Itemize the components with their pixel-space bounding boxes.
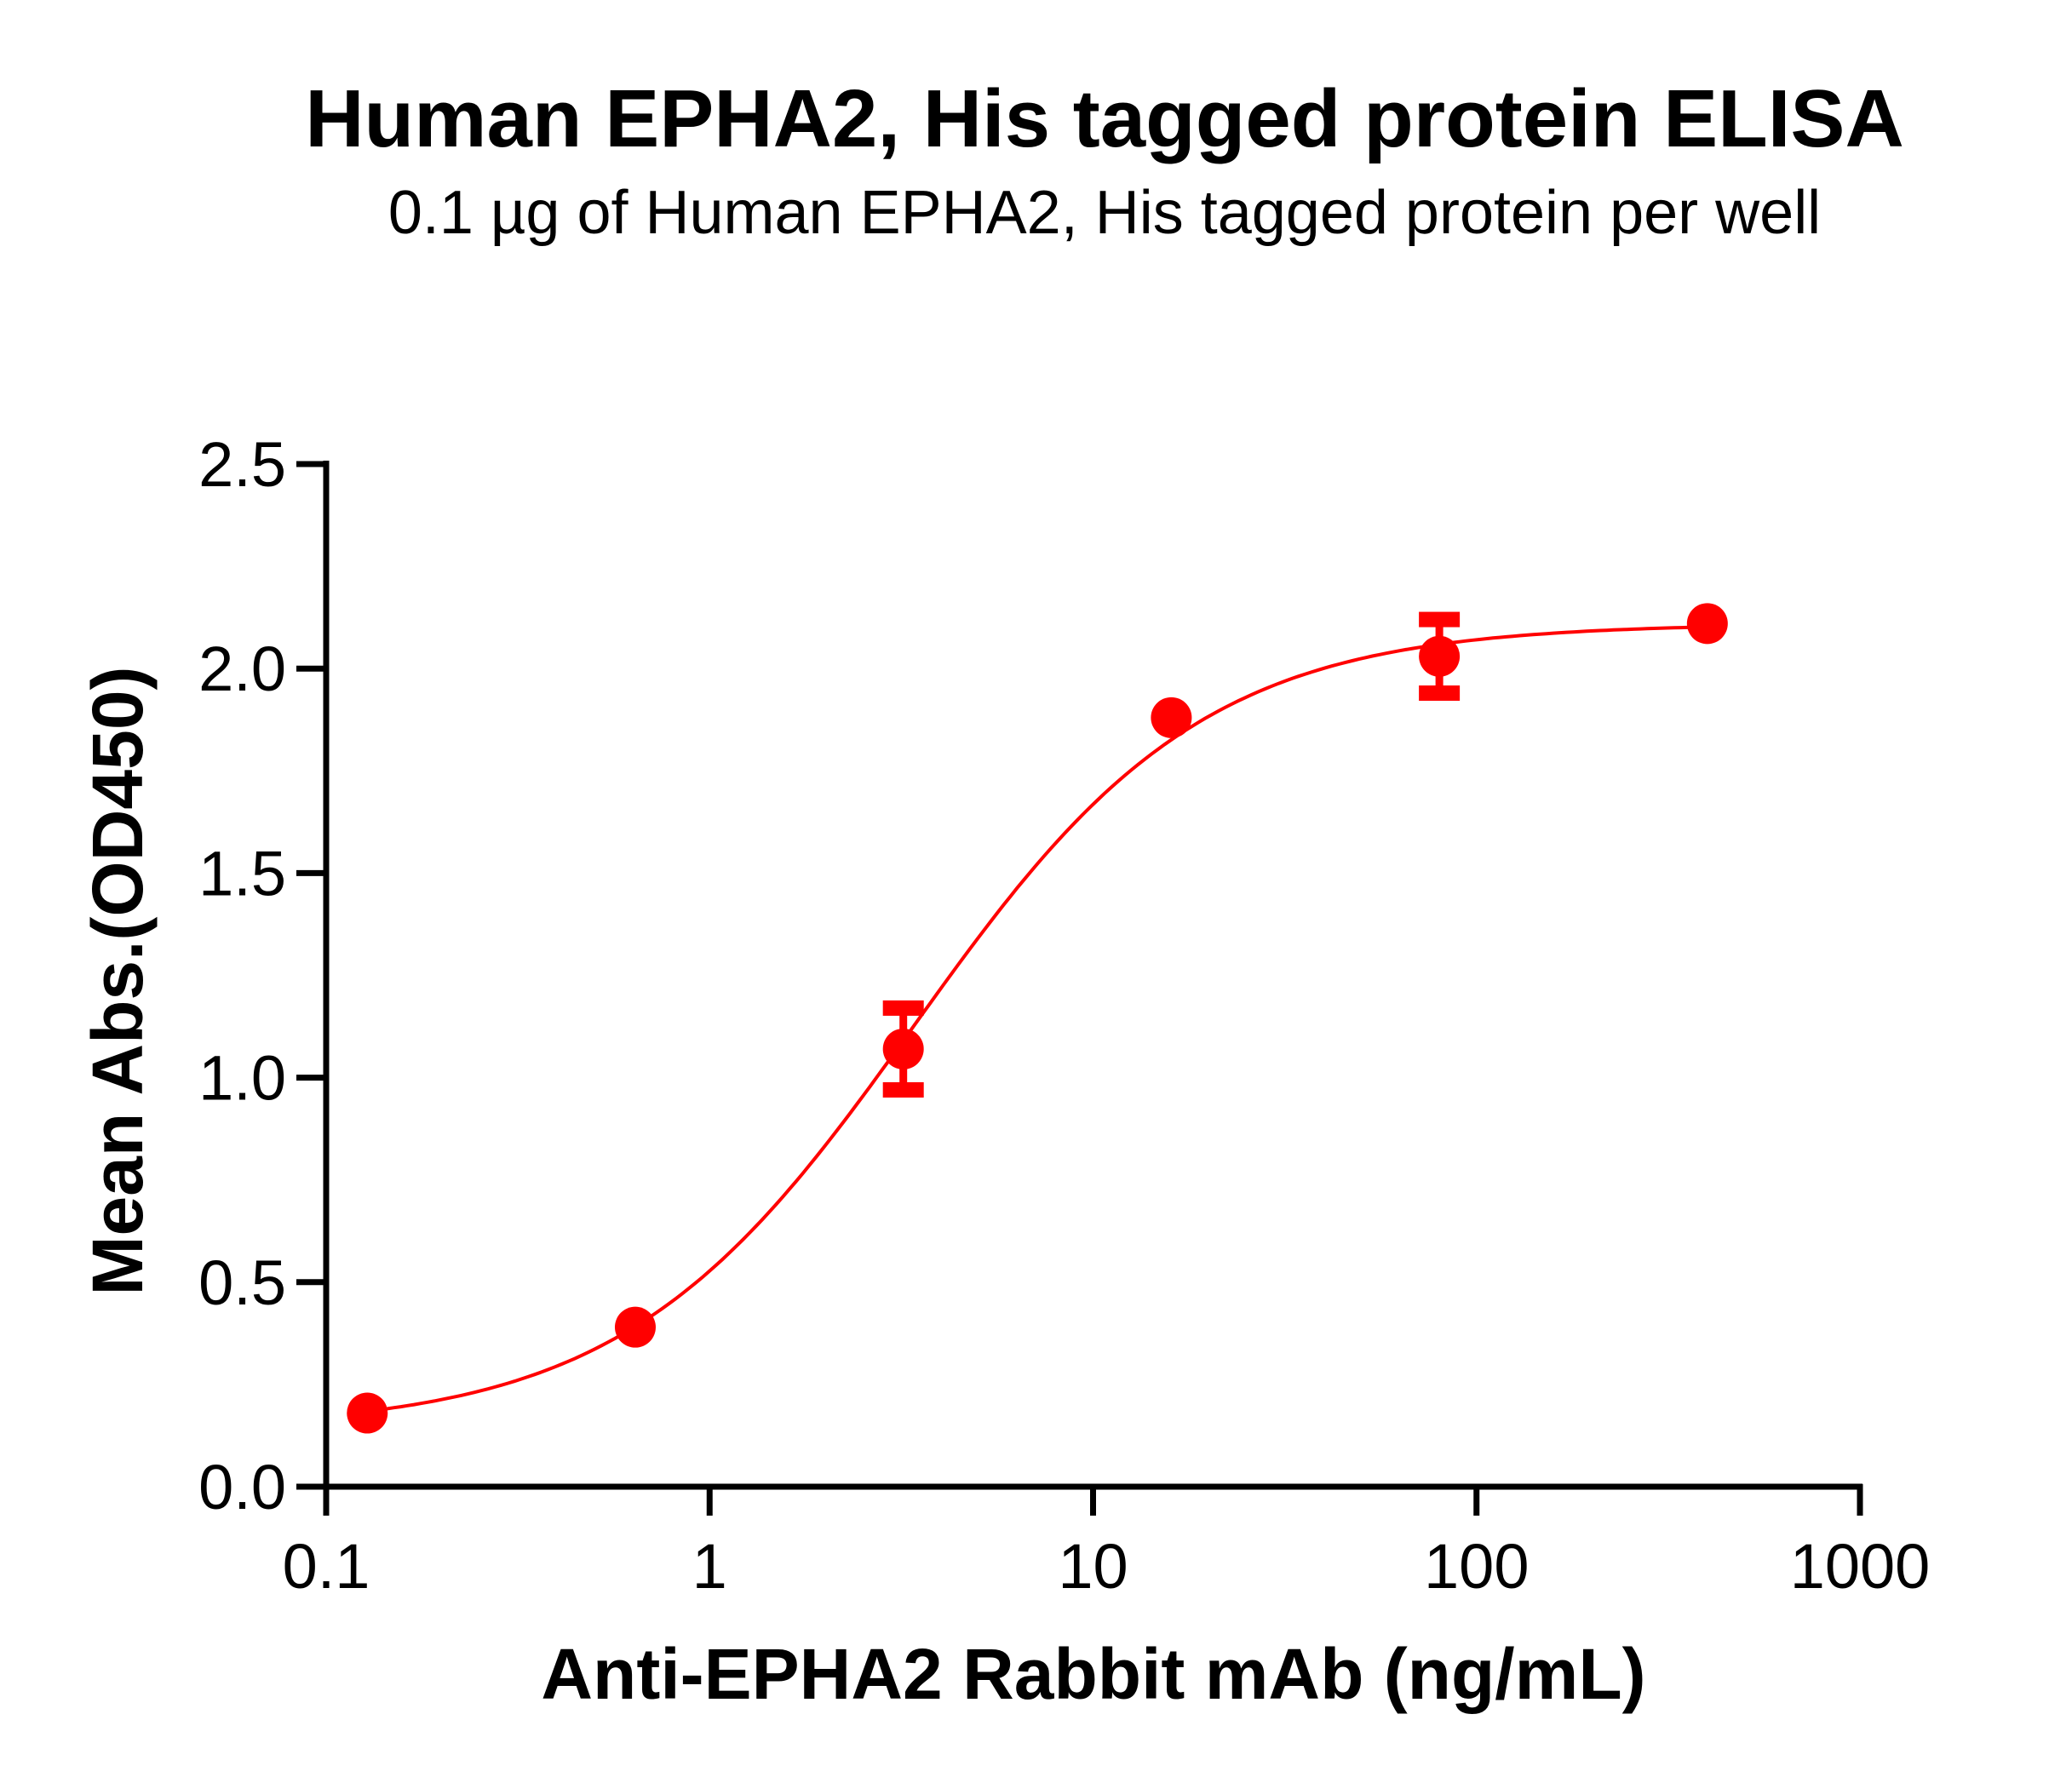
y-tick-label: 1.5 bbox=[198, 838, 286, 909]
error-bar-cap bbox=[1419, 611, 1461, 628]
y-axis-ticks: 0.0 0.5 1.0 1.5 2.0 2.5 bbox=[198, 429, 329, 1522]
x-axis: 0.1 1 10 100 1000 bbox=[283, 1483, 1931, 1602]
y-tick-label: 1.0 bbox=[198, 1043, 286, 1114]
data-point bbox=[614, 1306, 656, 1348]
y-tick-label: 0.5 bbox=[198, 1247, 286, 1318]
error-bar-cap bbox=[1419, 685, 1461, 702]
chart-title: Human EPHA2, His tagged protein ELISA bbox=[305, 73, 1904, 164]
data-point bbox=[882, 1028, 924, 1069]
data-points bbox=[347, 603, 1728, 1434]
y-tick-label: 0.0 bbox=[198, 1452, 286, 1522]
data-point bbox=[1151, 697, 1192, 738]
x-axis-ticks: 0.1 1 10 100 1000 bbox=[283, 1484, 1931, 1602]
x-tick-label: 0.1 bbox=[283, 1531, 370, 1602]
data-point bbox=[347, 1392, 388, 1434]
y-axis: 0.0 0.5 1.0 1.5 2.0 2.5 bbox=[198, 429, 330, 1522]
error-bar-cap bbox=[882, 1082, 924, 1098]
x-tick-label: 100 bbox=[1424, 1531, 1529, 1602]
x-tick-label: 1000 bbox=[1790, 1531, 1931, 1602]
chart-subtitle: 0.1 µg of Human EPHA2, His tagged protei… bbox=[387, 179, 1822, 247]
data-point bbox=[1686, 603, 1728, 645]
x-axis-label: Anti-EPHA2 Rabbit mAb (ng/mL) bbox=[541, 1634, 1646, 1714]
x-tick-label: 10 bbox=[1058, 1531, 1128, 1602]
fit-curve bbox=[367, 625, 1708, 1413]
y-tick-label: 2.0 bbox=[198, 634, 286, 704]
error-bar-cap bbox=[882, 1000, 924, 1016]
data-point bbox=[1419, 635, 1461, 677]
x-tick-label: 1 bbox=[692, 1531, 727, 1602]
y-tick-label: 2.5 bbox=[198, 429, 286, 500]
